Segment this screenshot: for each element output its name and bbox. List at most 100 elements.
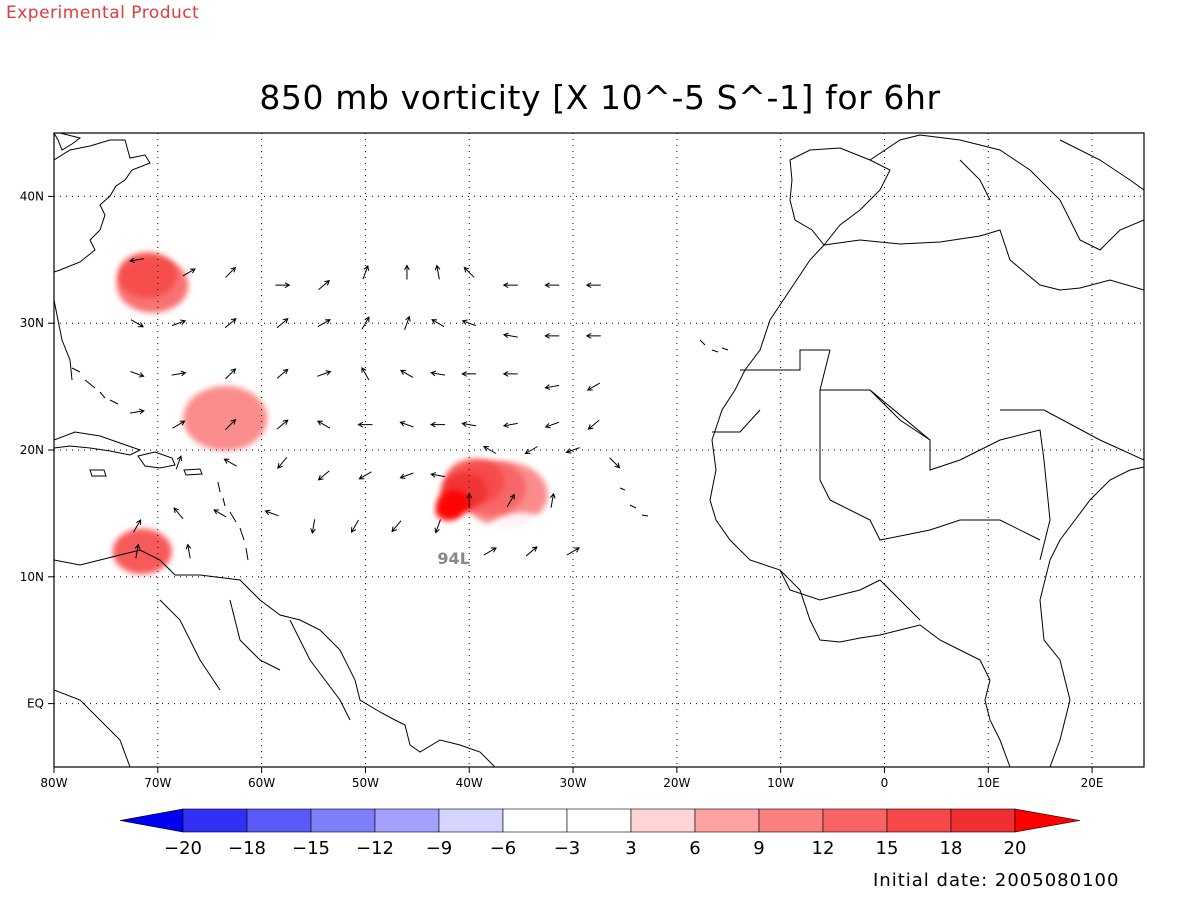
lon-tick-label: 10E <box>977 776 1000 790</box>
colorbar-label: −9 <box>426 838 453 859</box>
lon-tick-label: 80W <box>40 776 67 790</box>
colorbar-box <box>310 808 376 833</box>
wind-arrow <box>430 472 446 478</box>
wind-arrow <box>461 371 477 377</box>
vorticity-blob <box>271 354 356 419</box>
wind-arrow <box>544 282 560 288</box>
colorbar-label: −6 <box>490 838 517 859</box>
lat-tick-label: 20N <box>20 443 44 457</box>
wind-arrow <box>310 519 316 535</box>
lon-tick-label: 20W <box>663 776 690 790</box>
colorbar-box <box>886 808 952 833</box>
wind-arrow <box>502 422 518 428</box>
colorbar-box <box>502 808 568 833</box>
colorbar-label: −15 <box>292 838 330 859</box>
wind-arrow <box>225 368 237 380</box>
wind-arrow <box>130 408 145 415</box>
colorbar-box <box>950 808 1016 833</box>
colorbar-extend-low <box>119 808 184 833</box>
wind-arrow <box>506 493 515 508</box>
wind-arrow <box>361 366 370 381</box>
colorbar-label: −12 <box>356 838 394 859</box>
wind-arrow <box>544 384 560 390</box>
wind-arrow <box>171 370 187 377</box>
initial-date: Initial date: 2005080100 <box>873 870 1120 891</box>
wind-arrow <box>317 470 330 481</box>
wind-arrow <box>318 279 331 291</box>
colorbar-label: 9 <box>753 838 764 859</box>
wind-arrow <box>585 282 601 288</box>
wind-arrow <box>399 369 414 378</box>
vorticity-shading <box>112 240 564 578</box>
wind-arrow <box>358 471 372 480</box>
colorbar-label: 12 <box>812 838 835 859</box>
wind-arrow <box>275 282 291 288</box>
vorticity-blob <box>117 252 178 298</box>
colorbar-box <box>694 808 760 833</box>
colorbar-label: −18 <box>228 838 266 859</box>
wind-arrow <box>430 421 446 428</box>
colorbar-label: −20 <box>164 838 202 859</box>
wind-arrow <box>129 257 145 264</box>
lon-tick-label: 70W <box>144 776 171 790</box>
wind-arrow <box>483 547 497 556</box>
chart-title: 850 mb vorticity [X 10^-5 S^-1] for 6hr <box>259 78 941 117</box>
colorbar-label: 3 <box>625 838 636 859</box>
longitude-ticks: 80W 70W 60W 50W 40W 30W 20W 10W 0 10E 20E <box>40 767 1104 790</box>
colorbar-label: 6 <box>689 838 700 859</box>
colorbar-box <box>374 808 440 833</box>
wind-arrow <box>549 492 556 508</box>
wind-arrow <box>185 543 192 559</box>
wind-arrow <box>587 419 600 430</box>
wind-arrow <box>399 472 414 480</box>
wind-arrow <box>461 421 477 427</box>
wind-arrow <box>399 420 414 428</box>
wind-vectors <box>129 257 621 559</box>
wind-arrow <box>461 319 476 327</box>
lon-tick-label: 10W <box>767 776 794 790</box>
coastlines <box>54 133 1144 767</box>
wind-arrow <box>544 421 560 429</box>
lon-tick-label: 40W <box>456 776 483 790</box>
vorticity-blob <box>435 500 462 521</box>
wind-arrow <box>362 264 370 280</box>
experimental-product-label: Experimental Product <box>6 3 200 23</box>
vorticity-blob <box>375 240 460 305</box>
lat-tick-label: EQ <box>27 697 44 711</box>
wind-arrow <box>404 264 410 280</box>
wind-arrow <box>225 266 237 278</box>
lat-tick-label: 10N <box>20 570 44 584</box>
wind-arrow <box>434 519 441 534</box>
colorbar-extend-high <box>1014 808 1081 833</box>
wind-arrow <box>171 319 187 327</box>
wind-arrow <box>134 543 141 559</box>
vorticity-blob <box>183 385 268 451</box>
wind-arrow <box>264 509 279 517</box>
wind-arrow <box>609 457 621 469</box>
wind-arrow <box>213 509 227 518</box>
lat-tick-label: 30N <box>20 316 44 330</box>
lat-tick-label: 40N <box>20 189 44 203</box>
colorbar-box <box>758 808 824 833</box>
colorbar-box <box>438 808 504 833</box>
wind-arrow <box>524 446 538 455</box>
wind-arrow <box>182 268 196 277</box>
lon-tick-label: 60W <box>248 776 275 790</box>
wind-arrow <box>466 492 473 508</box>
wind-arrow <box>351 519 359 534</box>
colorbar-box <box>822 808 888 833</box>
colorbar: −20 −18 −15 −12 −9 −6 −3 3 6 9 12 15 18 20 <box>119 808 1081 859</box>
lon-tick-label: 30W <box>559 776 586 790</box>
gridlines <box>54 133 1144 767</box>
storm-label-94l: 94L <box>437 549 469 568</box>
wind-arrow <box>502 332 518 339</box>
wind-arrow <box>224 318 237 329</box>
wind-arrow <box>276 419 289 430</box>
wind-arrow <box>173 507 184 520</box>
wind-arrow <box>317 319 331 328</box>
wind-arrow <box>430 370 446 377</box>
colorbar-label: −3 <box>554 838 581 859</box>
wind-arrow <box>502 282 518 288</box>
wind-arrow <box>434 264 441 280</box>
wind-arrow <box>357 421 373 428</box>
